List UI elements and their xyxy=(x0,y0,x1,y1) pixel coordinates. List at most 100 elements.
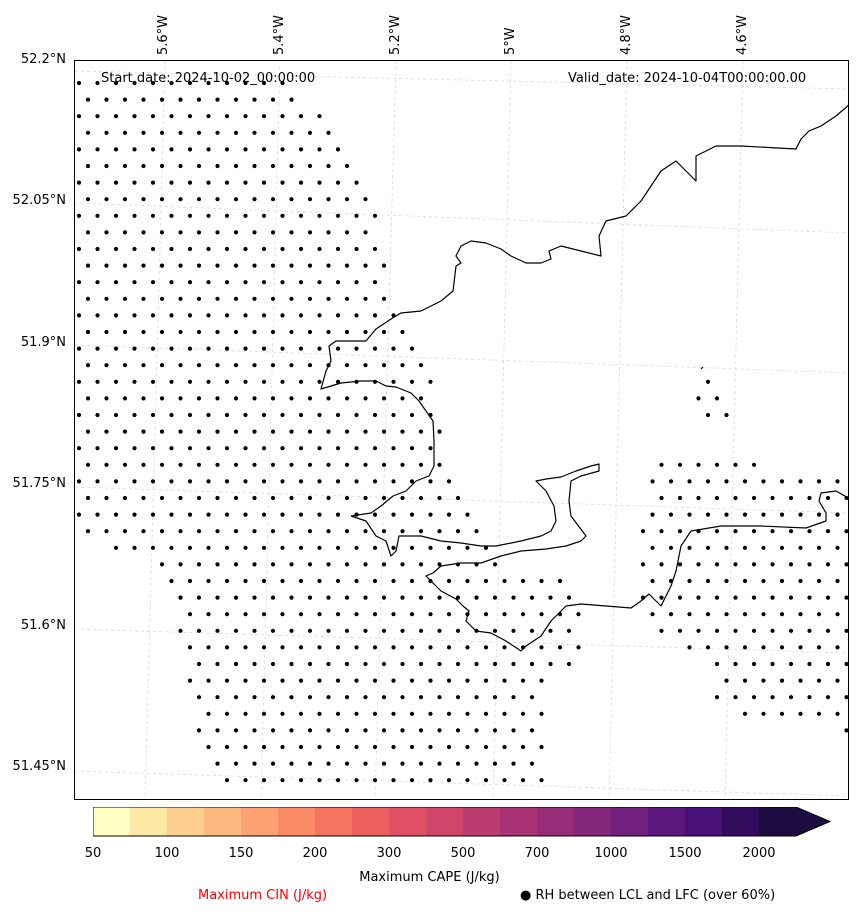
rh-dot xyxy=(779,612,785,617)
rh-dot xyxy=(215,728,220,733)
rh-stipple-dots xyxy=(76,80,848,783)
rh-dot xyxy=(400,728,405,733)
rh-dot xyxy=(650,479,655,484)
rh-dot xyxy=(85,495,91,501)
rh-dot xyxy=(363,462,368,467)
rh-dot xyxy=(233,462,239,467)
rh-dot xyxy=(391,678,396,683)
rh-dot xyxy=(224,578,230,584)
valid-date-label: Valid_date: 2024-10-04T00:00:00.00 xyxy=(568,71,807,86)
rh-dot xyxy=(76,512,82,517)
rh-dot xyxy=(215,396,220,401)
rh-dot xyxy=(409,446,415,451)
rh-dot xyxy=(252,97,257,102)
rh-dot xyxy=(169,80,174,86)
rh-dot xyxy=(261,213,267,218)
rh-dot xyxy=(187,213,193,218)
rh-dot xyxy=(224,744,230,750)
rh-dot xyxy=(169,346,174,351)
rh-dot xyxy=(770,562,775,567)
rh-dot xyxy=(206,246,211,252)
rh-dot xyxy=(372,246,378,252)
rh-dot xyxy=(132,280,137,285)
rh-dot xyxy=(261,379,267,384)
rh-dot xyxy=(650,578,655,584)
rh-dot xyxy=(363,495,368,501)
rh-dot xyxy=(307,628,313,633)
rh-dot xyxy=(122,230,128,235)
rh-dot xyxy=(724,479,729,484)
rh-dot xyxy=(243,313,248,318)
rh-dot xyxy=(381,595,387,600)
rh-dot xyxy=(455,728,461,733)
rh-dot xyxy=(326,163,331,169)
rh-dot xyxy=(289,595,294,600)
rh-dot xyxy=(298,578,304,584)
rh-dot xyxy=(733,529,738,534)
rh-dot xyxy=(113,346,119,351)
rh-dot xyxy=(298,479,304,484)
rh-dot xyxy=(280,744,285,750)
rh-dot xyxy=(465,512,470,517)
graticule-lat-line xyxy=(75,486,848,514)
rh-dot xyxy=(298,346,304,351)
rh-dot xyxy=(270,495,276,501)
rh-dot xyxy=(779,578,785,584)
rh-dot xyxy=(132,147,137,152)
rh-dot xyxy=(169,446,174,451)
rh-dot xyxy=(122,130,128,135)
rh-dot xyxy=(85,230,91,235)
rh-dot xyxy=(141,396,146,401)
rh-dot xyxy=(335,280,341,285)
rh-dot xyxy=(714,396,720,401)
rh-dot xyxy=(289,163,294,169)
rh-dot xyxy=(400,661,405,667)
rh-dot xyxy=(437,695,442,700)
rh-dot xyxy=(659,495,664,501)
rh-dot xyxy=(344,562,350,567)
start-date-label: Start date: 2024-10-02_00:00:00 xyxy=(101,71,316,86)
rh-dot xyxy=(354,578,359,584)
rh-dot xyxy=(437,595,442,600)
rh-dot xyxy=(400,562,405,567)
rh-dot xyxy=(409,479,415,484)
rh-dot xyxy=(798,479,803,484)
rh-dot xyxy=(252,130,257,135)
rh-dot xyxy=(317,379,322,384)
rh-dot xyxy=(566,595,572,600)
rh-dot xyxy=(215,761,220,766)
rh-dot xyxy=(233,97,239,102)
rh-legend-label: ● RH between LCL and LFC (over 60%) xyxy=(520,888,776,903)
rh-dot xyxy=(113,114,119,119)
rh-dot xyxy=(363,661,368,667)
rh-dot xyxy=(206,180,211,185)
rh-dot xyxy=(104,130,109,135)
graticule-lat-line xyxy=(75,770,848,797)
lon-label-4.8: 4.8°W xyxy=(619,14,634,55)
rh-dot xyxy=(335,678,341,683)
rh-dot xyxy=(85,97,91,102)
rh-dot xyxy=(344,230,350,235)
rh-dot xyxy=(714,628,720,633)
rh-dot xyxy=(141,263,146,268)
rh-dot xyxy=(326,396,331,401)
rh-dot xyxy=(215,363,220,368)
rh-dot xyxy=(344,296,350,301)
rh-dot xyxy=(215,628,220,633)
rh-dot xyxy=(289,661,294,667)
rh-dot xyxy=(196,695,202,700)
rh-dot xyxy=(344,429,350,434)
rh-dot xyxy=(354,545,359,550)
rh-dot xyxy=(289,97,294,102)
rh-dot xyxy=(298,114,304,119)
rh-dot xyxy=(335,778,341,783)
rh-dot xyxy=(289,695,294,700)
rh-dot xyxy=(95,147,100,152)
rh-dot xyxy=(289,628,294,633)
rh-dot xyxy=(474,595,479,600)
rh-dot xyxy=(159,163,165,169)
rh-dot xyxy=(418,429,424,434)
rh-dot xyxy=(363,628,368,633)
colorbar-segment xyxy=(315,807,352,836)
rh-dot xyxy=(215,263,220,268)
